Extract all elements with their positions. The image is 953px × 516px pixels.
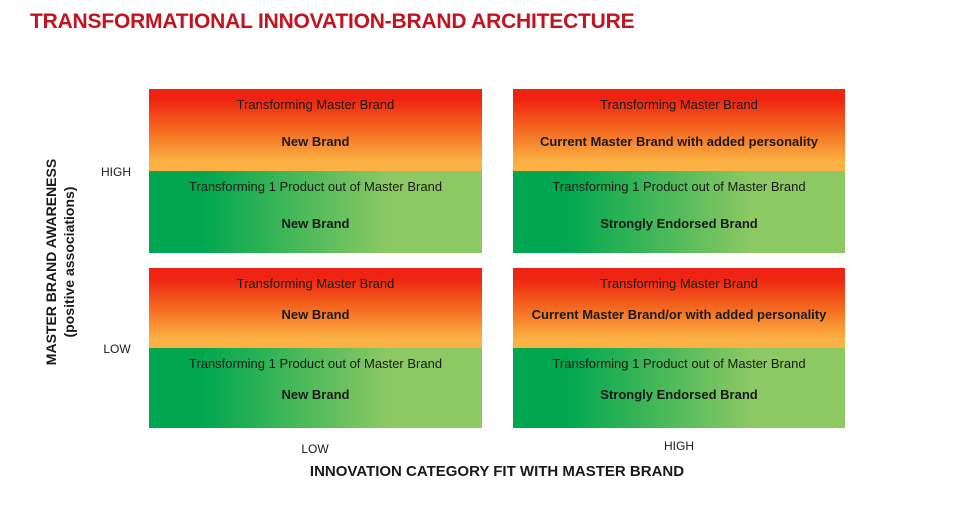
page-title: TRANSFORMATIONAL INNOVATION-BRAND ARCHIT… [30,10,635,33]
quadrant-bottom-left-red-strategy: Transforming Master Brand [236,276,395,291]
y-axis-title: MASTER BRAND AWARENESS (positive associa… [42,159,78,365]
quadrant-bottom-right-red-section: Transforming Master Brand Current Master… [513,268,845,348]
y-axis-title-line2: (positive associations) [61,186,77,338]
quadrant-bottom-left-red-section: Transforming Master Brand New Brand [149,268,482,348]
quadrant-bottom-left-green-strategy: Transforming 1 Product out of Master Bra… [188,356,443,371]
quadrant-bottom-left-green-recommendation: New Brand [281,387,350,402]
quadrant-bottom-left-green-section: Transforming 1 Product out of Master Bra… [149,348,482,428]
y-axis-low-label: LOW [103,342,131,356]
quadrant-top-right-red-strategy: Transforming Master Brand [600,97,758,112]
quadrant-top-left-red-section: Transforming Master Brand New Brand [149,89,482,171]
quadrant-top-left-green-recommendation: New Brand [281,216,350,231]
quadrant-top-left-red-recommendation: New Brand [281,134,350,149]
quadrant-top-right-green-recommendation: Strongly Endorsed Brand [600,216,758,231]
quadrant-top-left: Transforming Master Brand New Brand Tran… [149,89,482,253]
quadrant-bottom-left: Transforming Master Brand New Brand Tran… [149,268,482,428]
y-axis-title-line1: MASTER BRAND AWARENESS [42,158,59,366]
quadrant-bottom-right-green-section: Transforming 1 Product out of Master Bra… [513,348,845,428]
quadrant-bottom-right-green-recommendation: Strongly Endorsed Brand [600,387,758,402]
quadrant-bottom-left-red-recommendation: New Brand [281,307,350,322]
quadrant-top-right-green-strategy: Transforming 1 Product out of Master Bra… [552,179,806,194]
quadrant-top-right-red-recommendation: Current Master Brand with added personal… [539,134,819,149]
y-axis-high-label: HIGH [101,165,131,179]
quadrant-top-left-green-strategy: Transforming 1 Product out of Master Bra… [188,179,443,194]
quadrant-bottom-right-red-strategy: Transforming Master Brand [600,276,758,291]
quadrant-top-right: Transforming Master Brand Current Master… [513,89,845,253]
quadrant-top-left-green-section: Transforming 1 Product out of Master Bra… [149,171,482,253]
quadrant-top-right-red-section: Transforming Master Brand Current Master… [513,89,845,171]
quadrant-bottom-right: Transforming Master Brand Current Master… [513,268,845,428]
x-axis-high-label: HIGH [664,439,694,453]
x-axis-low-label: LOW [301,442,329,456]
quadrant-bottom-right-red-recommendation: Current Master Brand/or with added perso… [531,307,827,322]
quadrant-top-right-green-section: Transforming 1 Product out of Master Bra… [513,171,845,253]
quadrant-bottom-right-green-strategy: Transforming 1 Product out of Master Bra… [552,356,806,371]
x-axis-title: INNOVATION CATEGORY FIT WITH MASTER BRAN… [309,463,685,480]
quadrant-top-left-red-strategy: Transforming Master Brand [236,97,395,112]
